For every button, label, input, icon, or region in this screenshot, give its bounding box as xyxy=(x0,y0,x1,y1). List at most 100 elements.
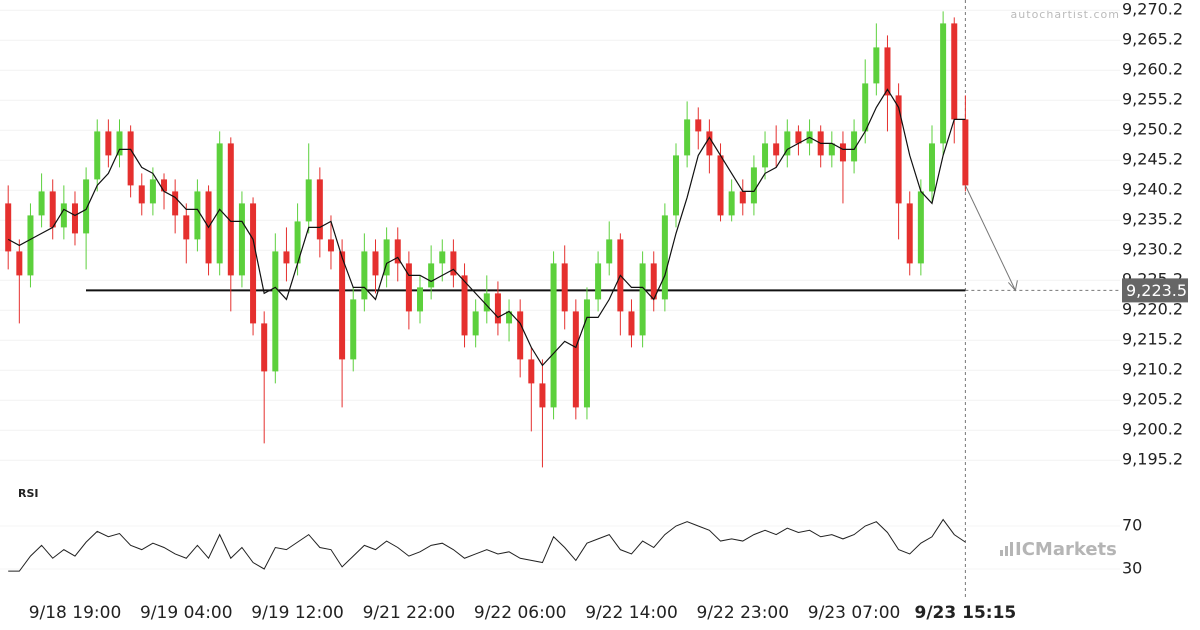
candle-body xyxy=(194,191,201,240)
candle-body xyxy=(339,251,346,360)
candle-body xyxy=(238,203,245,276)
candle-body xyxy=(283,251,290,264)
candle-body xyxy=(172,191,179,216)
candle-body xyxy=(38,191,45,216)
candle-body xyxy=(839,143,846,162)
candle-body xyxy=(405,263,412,312)
candle-body xyxy=(116,131,123,156)
logo-bar xyxy=(1005,546,1008,556)
candle-body xyxy=(706,131,713,156)
level-label: 9,223.5 xyxy=(1126,281,1187,300)
candle-body xyxy=(161,179,168,192)
candle-body xyxy=(528,359,535,384)
candle-body xyxy=(372,251,379,276)
candle-body xyxy=(138,185,145,204)
candle-body xyxy=(828,143,835,156)
logo-bar xyxy=(1000,550,1003,556)
x-tick-label: 9/19 12:00 xyxy=(251,603,344,623)
candle-body xyxy=(506,311,513,324)
candle-body xyxy=(83,179,90,234)
candle-body xyxy=(60,203,67,228)
logo-bar xyxy=(1010,542,1013,556)
candle-body xyxy=(728,191,735,216)
candle-body xyxy=(361,251,368,300)
candles xyxy=(5,11,969,468)
x-tick-label: 9/22 06:00 xyxy=(474,603,567,623)
y-tick-label: 9,250.2 xyxy=(1122,120,1183,139)
x-tick-label: 9/23 15:15 xyxy=(915,603,1017,623)
y-tick-label: 9,195.2 xyxy=(1122,450,1183,469)
candle-body xyxy=(739,191,746,204)
candle-body xyxy=(327,239,334,252)
y-tick-label: 9,220.2 xyxy=(1122,300,1183,319)
candle-body xyxy=(350,299,357,360)
candle-body xyxy=(940,23,947,144)
candle-body xyxy=(383,239,390,276)
y-tick-label: 9,270.2 xyxy=(1122,0,1183,19)
candle-body xyxy=(639,263,646,336)
candle-body xyxy=(695,119,702,132)
candle-body xyxy=(717,155,724,216)
y-tick-label: 9,245.2 xyxy=(1122,150,1183,169)
candle-body xyxy=(895,95,902,204)
candle-body xyxy=(127,131,134,186)
candle-body xyxy=(494,293,501,324)
candle-body xyxy=(394,239,401,264)
candle-body xyxy=(316,179,323,240)
rsi-tick-label: 70 xyxy=(1122,516,1142,535)
candle-body xyxy=(71,203,78,234)
y-tick-label: 9,240.2 xyxy=(1122,180,1183,199)
candle-body xyxy=(294,221,301,264)
candle-body xyxy=(305,179,312,222)
rsi-line xyxy=(8,518,966,572)
candle-body xyxy=(450,251,457,276)
candle-body xyxy=(49,191,56,228)
candle-body xyxy=(750,167,757,204)
level-label-box xyxy=(1122,278,1188,303)
candle-body xyxy=(762,143,769,168)
candle-body xyxy=(795,131,802,144)
candle-body xyxy=(227,143,234,276)
candle-body xyxy=(94,131,101,180)
candle-body xyxy=(583,299,590,408)
arrow-head xyxy=(1008,280,1018,292)
candle-body xyxy=(773,143,780,156)
y-tick-label: 9,265.2 xyxy=(1122,30,1183,49)
candle-body xyxy=(962,119,969,186)
candle-body xyxy=(105,131,112,156)
candle-body xyxy=(461,275,468,336)
candle-body xyxy=(417,287,424,312)
candle-body xyxy=(517,311,524,360)
candle-body xyxy=(428,263,435,288)
candle-body xyxy=(16,251,23,276)
x-tick-label: 9/22 23:00 xyxy=(696,603,789,623)
candle-body xyxy=(928,143,935,192)
y-tick-label: 9,205.2 xyxy=(1122,390,1183,409)
candle-body xyxy=(572,311,579,408)
x-tick-label: 9/19 04:00 xyxy=(140,603,233,623)
candle-body xyxy=(216,143,223,264)
projection-arrow xyxy=(964,185,1016,291)
candle-body xyxy=(149,179,156,204)
candle-body xyxy=(272,251,279,372)
candle-body xyxy=(472,311,479,336)
candle-body xyxy=(628,311,635,336)
candle-body xyxy=(684,119,691,156)
y-tick-label: 9,235.2 xyxy=(1122,210,1183,229)
brand: ICMarkets xyxy=(1015,539,1117,560)
y-tick-label: 9,255.2 xyxy=(1122,90,1183,109)
candle-body xyxy=(550,263,557,408)
x-tick-label: 9/22 14:00 xyxy=(585,603,678,623)
candle-body xyxy=(606,239,613,264)
candle-body xyxy=(650,263,657,300)
candle-body xyxy=(5,203,12,252)
candle-body xyxy=(483,293,490,312)
candle-body xyxy=(439,251,446,264)
candle-body xyxy=(561,263,568,312)
y-tick-label: 9,230.2 xyxy=(1122,240,1183,259)
y-tick-label: 9,260.2 xyxy=(1122,60,1183,79)
candle-body xyxy=(661,215,668,300)
x-tick-label: 9/21 22:00 xyxy=(363,603,456,623)
y-tick-label: 9,200.2 xyxy=(1122,420,1183,439)
